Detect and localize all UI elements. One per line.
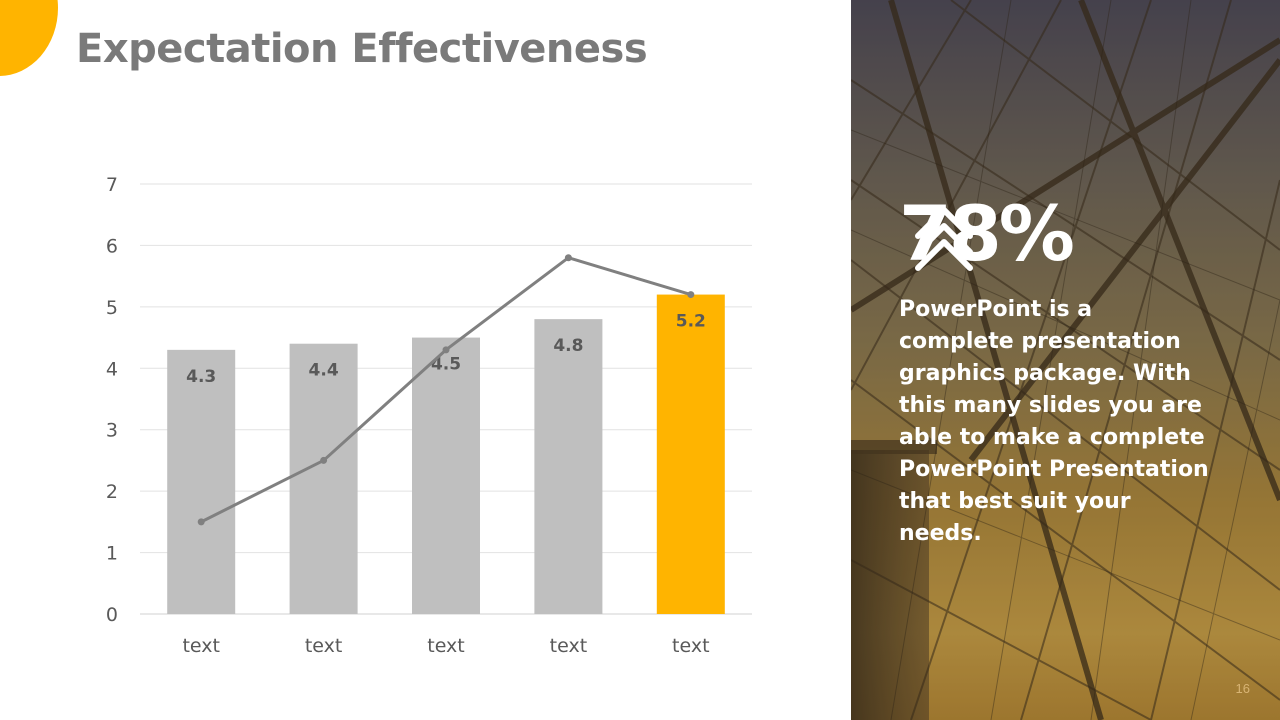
x-tick-label: text (427, 635, 465, 657)
bar (534, 319, 603, 614)
y-tick-label: 3 (106, 420, 118, 442)
bar-data-label: 4.5 (431, 355, 461, 375)
y-tick-label: 6 (106, 235, 118, 257)
y-tick-label: 1 (106, 543, 118, 565)
bar-data-label: 4.8 (553, 336, 583, 356)
bar-data-labels: 4.3 4.4 4.5 4.8 5.2 (186, 312, 706, 387)
x-tick-label: text (182, 635, 220, 657)
bar-series (167, 294, 725, 614)
y-tick-label: 2 (106, 481, 118, 503)
stat-row: 78% (899, 196, 1075, 272)
line-point (320, 456, 328, 464)
bar-data-label: 4.3 (186, 367, 216, 387)
x-tick-label: text (672, 635, 710, 657)
slide-title: Expectation Effectiveness (76, 26, 648, 72)
x-axis-ticks: text text text text text (182, 635, 709, 657)
line-point (564, 254, 572, 262)
bar (289, 343, 358, 614)
bar (412, 337, 480, 614)
page-number: 16 (1235, 681, 1250, 696)
bar (167, 349, 236, 614)
y-axis-ticks: 0 1 2 3 4 5 6 7 (106, 174, 118, 626)
x-tick-label: text (305, 635, 343, 657)
double-chevron-up-icon (915, 207, 973, 271)
line-point (197, 518, 205, 526)
y-tick-label: 7 (106, 174, 118, 196)
bar-data-label: 4.4 (309, 361, 339, 381)
line-series (197, 254, 695, 526)
stat-description: PowerPoint is a complete presentation gr… (899, 297, 1209, 546)
line-point (687, 291, 695, 299)
bridge-cables-graphic (851, 0, 1280, 720)
bar-data-label: 5.2 (676, 312, 706, 332)
y-tick-label: 5 (106, 297, 118, 319)
x-tick-label: text (550, 635, 588, 657)
y-tick-label: 4 (106, 358, 118, 380)
y-tick-label: 0 (106, 604, 118, 626)
line-point (442, 346, 450, 354)
bridge-photo-panel: 78% PowerPoint is a complete presentatio… (851, 0, 1280, 720)
bar (656, 294, 725, 614)
